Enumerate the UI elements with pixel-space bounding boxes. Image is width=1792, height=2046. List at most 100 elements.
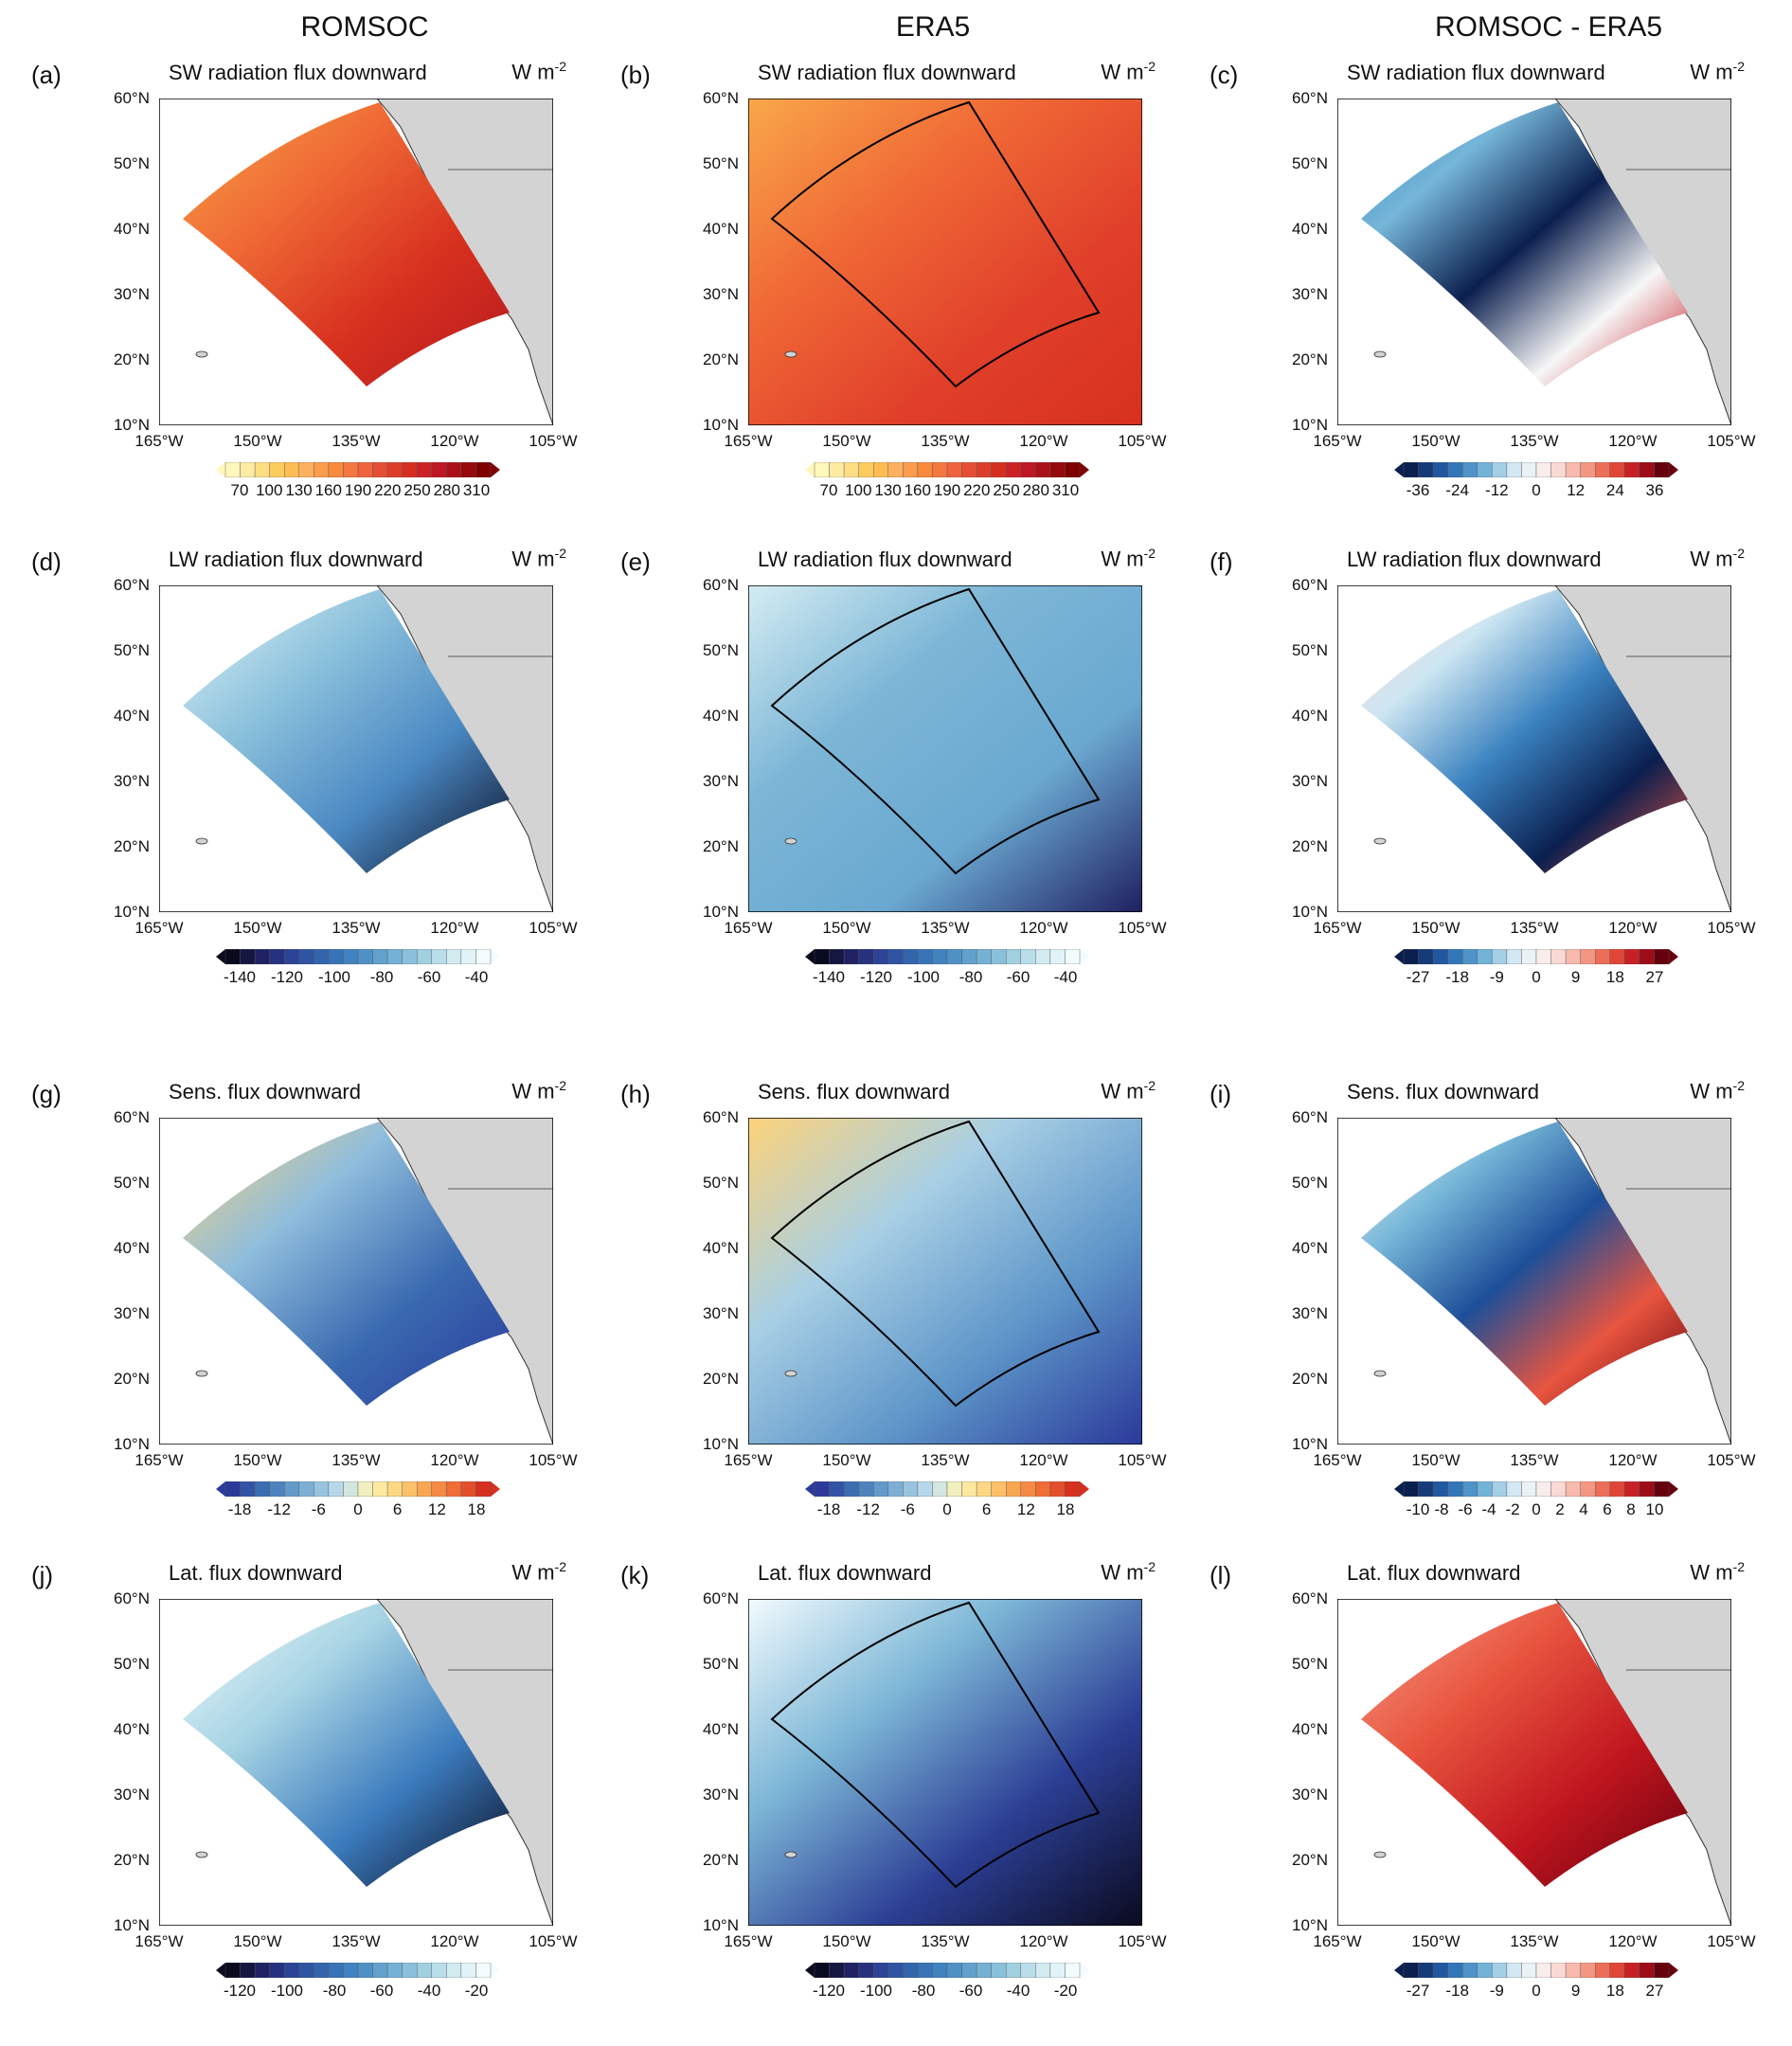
unit-label: W m-2 bbox=[1690, 1559, 1745, 1585]
colorbar-tick-label: -27 bbox=[1406, 968, 1430, 986]
colorbar-tick-label: 160 bbox=[904, 481, 931, 499]
colorbar-tick-label: -60 bbox=[959, 1982, 983, 2000]
panel-title: LW radiation flux downward bbox=[758, 547, 1012, 571]
colorbar-segment bbox=[1403, 949, 1419, 964]
colorbar-segment bbox=[1447, 1963, 1463, 1978]
colorbar-segment bbox=[475, 1481, 492, 1497]
hawaii-islands bbox=[195, 350, 208, 358]
lon-tick-label: 150°W bbox=[1411, 432, 1460, 450]
colorbar-segment bbox=[1506, 1481, 1522, 1497]
map-plot bbox=[748, 585, 1142, 912]
colorbar-tick-label: -10 bbox=[1406, 1500, 1430, 1518]
lat-tick-label: 40°N bbox=[114, 1720, 150, 1738]
lat-tick-label: 60°N bbox=[114, 576, 150, 594]
colorbar-segment bbox=[417, 1481, 432, 1497]
colorbar-segment bbox=[858, 462, 874, 477]
colorbar-segment bbox=[843, 462, 859, 477]
map-plot bbox=[1337, 99, 1731, 425]
lat-tick-label: 40°N bbox=[114, 220, 150, 238]
lat-tick-label: 30°N bbox=[1292, 1786, 1328, 1804]
lat-tick-label: 40°N bbox=[1292, 220, 1328, 238]
colorbar-segment bbox=[1639, 949, 1655, 964]
panel-letter: (c) bbox=[1210, 61, 1239, 89]
colorbar-tick-label: -2 bbox=[1505, 1500, 1520, 1518]
colorbar-tick-label: -36 bbox=[1406, 481, 1430, 499]
lon-tick-label: 165°W bbox=[1313, 1451, 1362, 1469]
lat-tick-label: 40°N bbox=[1292, 707, 1328, 725]
romsoc-domain-outline bbox=[770, 1120, 1101, 1408]
colorbar-max-arrow bbox=[491, 1481, 500, 1497]
lon-tick-label: 150°W bbox=[233, 1451, 282, 1469]
colorbar-segment bbox=[357, 1963, 373, 1978]
colorbar-segment bbox=[1006, 1481, 1021, 1497]
colorbar-tick-label: -100 bbox=[859, 1982, 893, 2000]
colorbar-segment bbox=[1492, 1963, 1508, 1978]
colorbar-segment bbox=[314, 1963, 330, 1978]
unit-base: W m bbox=[511, 60, 555, 84]
colorbar-tick-label: 0 bbox=[1532, 1982, 1541, 2000]
colorbar-tick-label: -18 bbox=[816, 1500, 841, 1518]
lat-tick-label: 60°N bbox=[1292, 1108, 1328, 1126]
colorbar-segment bbox=[343, 1963, 359, 1978]
colorbar-segment bbox=[284, 462, 299, 477]
colorbar-segment bbox=[961, 1963, 977, 1978]
lat-tick-label: 30°N bbox=[703, 772, 739, 790]
colorbar-segment bbox=[873, 949, 888, 964]
colorbar-segment bbox=[328, 1963, 344, 1978]
colorbar-segment bbox=[961, 949, 977, 964]
lon-tick-label: 105°W bbox=[529, 919, 578, 937]
colorbar-segment bbox=[858, 949, 874, 964]
colorbar-segment bbox=[298, 462, 314, 477]
lat-tick-label: 60°N bbox=[703, 89, 739, 107]
lat-tick-label: 20°N bbox=[114, 1851, 150, 1869]
lon-tick-label: 135°W bbox=[921, 1451, 970, 1469]
colorbar-tick-label: -100 bbox=[270, 1982, 304, 2000]
unit-exponent: -2 bbox=[1732, 546, 1745, 561]
colorbar-segment bbox=[328, 1481, 344, 1497]
colorbar-segment bbox=[887, 949, 904, 964]
colorbar-segment bbox=[357, 949, 373, 964]
colorbar-segment bbox=[254, 462, 270, 477]
colorbar-segment bbox=[1639, 462, 1655, 477]
colorbar-tick-label: 12 bbox=[1016, 1500, 1035, 1518]
colorbar-tick-label: 310 bbox=[1051, 481, 1080, 499]
unit-exponent: -2 bbox=[554, 1559, 566, 1574]
colorbar-tick-label: 100 bbox=[845, 481, 872, 499]
lat-tick-label: 10°N bbox=[114, 1916, 150, 1934]
unit-exponent: -2 bbox=[554, 59, 566, 74]
romsoc-domain-outline bbox=[770, 1601, 1101, 1889]
colorbar-tick-label: 24 bbox=[1605, 481, 1624, 499]
lon-tick-label: 135°W bbox=[1510, 1451, 1559, 1469]
colorbar-segment bbox=[314, 1481, 330, 1497]
hawaii-islands bbox=[784, 837, 797, 845]
colorbar-segment bbox=[1580, 462, 1596, 477]
colorbar-segment bbox=[991, 462, 1007, 477]
colorbar-segment bbox=[858, 1481, 874, 1497]
colorbar-segment bbox=[240, 949, 256, 964]
colorbar-segment bbox=[1462, 1963, 1478, 1978]
colorbar-segment bbox=[446, 1481, 462, 1497]
colorbar-segment bbox=[1639, 1481, 1655, 1497]
colorbar-tick-label: 70 bbox=[230, 481, 249, 499]
domain-field bbox=[183, 1122, 510, 1406]
unit-exponent: -2 bbox=[1143, 1559, 1156, 1574]
colorbar-segment bbox=[254, 1963, 270, 1978]
colorbar-segment bbox=[1049, 1481, 1066, 1497]
panel-title: Sens. flux downward bbox=[169, 1080, 361, 1104]
colorbar-segment bbox=[932, 1481, 948, 1497]
colorbar-tick-label: 27 bbox=[1645, 968, 1664, 986]
colorbar-segment bbox=[903, 949, 919, 964]
colorbar-segment bbox=[814, 1481, 830, 1497]
colorbar-segment bbox=[1609, 462, 1625, 477]
domain-field bbox=[1361, 1603, 1688, 1887]
colorbar-tick-label: 130 bbox=[874, 481, 902, 499]
colorbar-segment bbox=[357, 462, 373, 477]
colorbar-segment bbox=[1477, 949, 1493, 964]
colorbar-segment bbox=[1020, 462, 1036, 477]
colorbar-segment bbox=[1462, 949, 1478, 964]
colorbar-segment bbox=[1535, 1963, 1551, 1978]
lon-tick-label: 135°W bbox=[921, 1932, 970, 1950]
panel-letter: (b) bbox=[620, 61, 651, 89]
lat-tick-label: 30°N bbox=[703, 1786, 739, 1804]
colorbar-segment bbox=[917, 1481, 933, 1497]
